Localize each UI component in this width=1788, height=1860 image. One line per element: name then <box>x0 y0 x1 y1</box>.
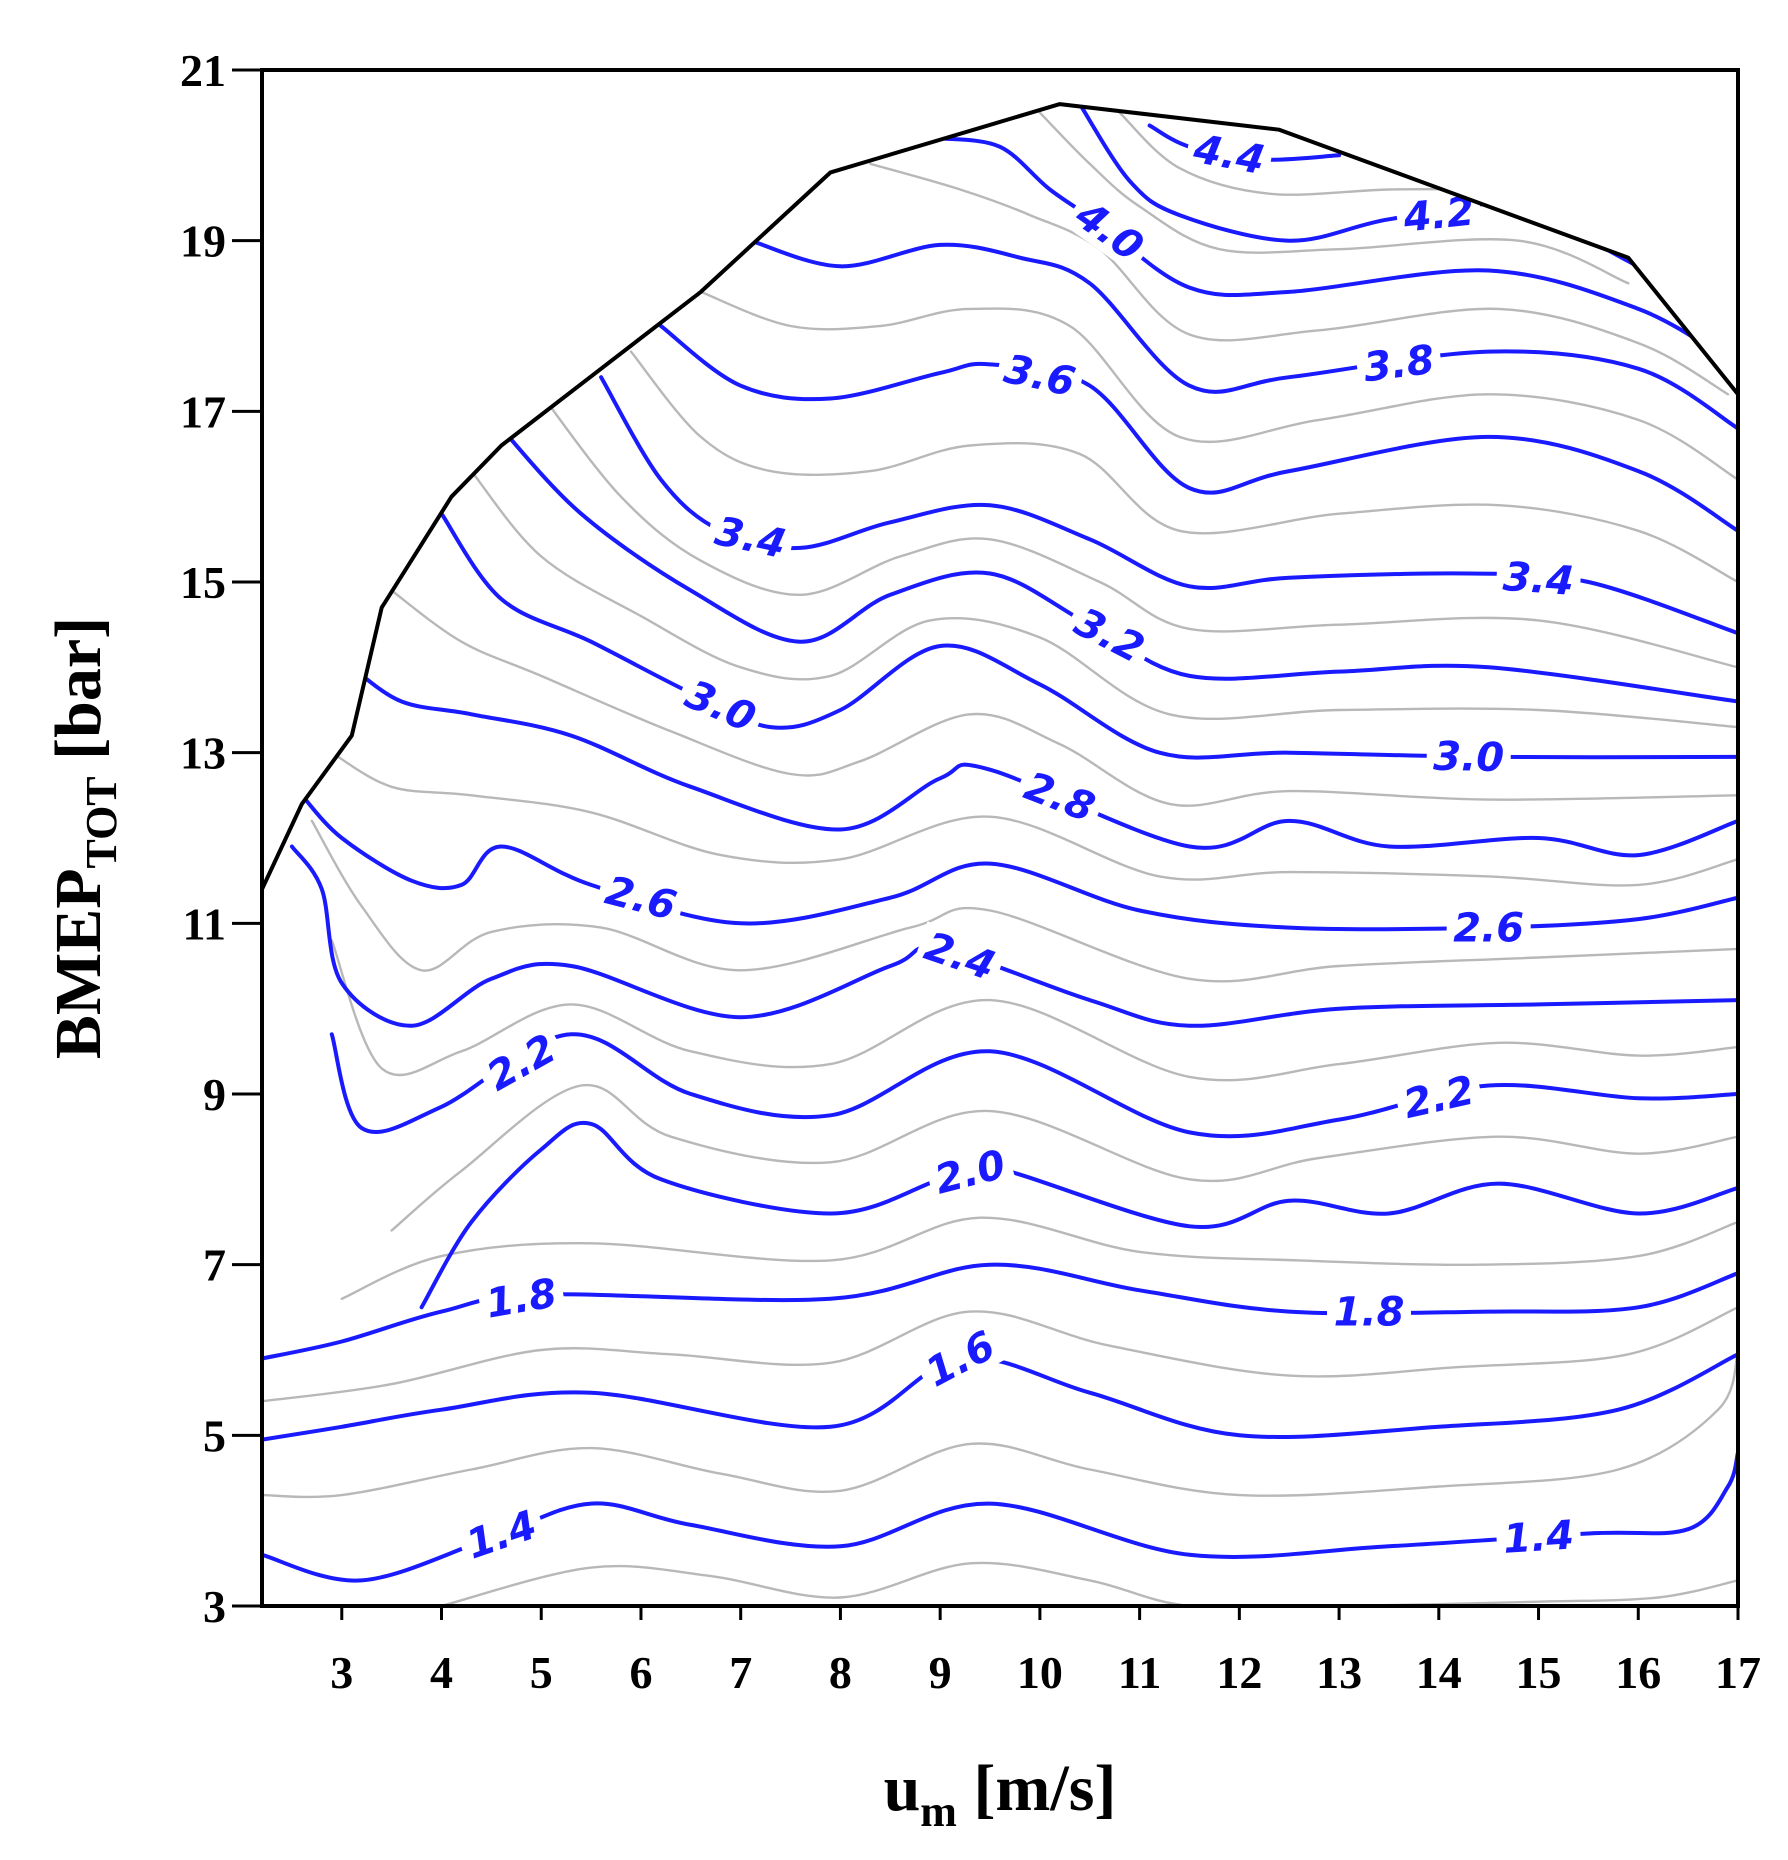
x-tick-label: 13 <box>1316 1647 1362 1698</box>
axis-ticks: 3 4 5 6 7 8 9 10 11 12 13 14 15 16 17 3 5 7 9 11 13 15 17 19 21 <box>180 45 1761 1698</box>
contour-label-gap <box>454 1499 549 1569</box>
x-tick-label: 9 <box>929 1647 952 1698</box>
plot-frame <box>260 68 1740 1608</box>
minor-contour-line <box>470 469 1738 729</box>
contour-label-gap <box>594 865 688 930</box>
y-tick-label: 3 <box>203 1581 226 1632</box>
y-tick-label: 13 <box>180 728 226 779</box>
contour-label-gap <box>1446 905 1531 950</box>
contour-line-2.8 <box>349 665 1738 858</box>
contour-line-3.6 <box>658 324 1738 533</box>
minor-contour-line <box>629 350 1738 584</box>
contour-label: 2.0 <box>930 1142 1010 1204</box>
minor-contour-line <box>310 819 1738 983</box>
contour-line-3.8 <box>748 238 1738 431</box>
contour-label-gap <box>673 668 769 743</box>
x-tick-label: 8 <box>829 1647 852 1698</box>
contour-label: 2.2 <box>1399 1067 1478 1128</box>
contour-label-gap <box>1062 188 1157 274</box>
minor-contour-line <box>330 939 1738 1082</box>
x-tick-label: 14 <box>1416 1647 1462 1698</box>
contour-label-gap <box>1426 733 1512 780</box>
x-tick-label: 3 <box>330 1647 353 1698</box>
contour-label-gap <box>473 1022 569 1102</box>
minor-contour-line <box>330 751 1738 887</box>
minor-contour-line <box>390 589 1738 807</box>
contour-label-gap <box>1184 124 1275 184</box>
y-tick-label: 19 <box>180 216 226 267</box>
y-tick-label: 15 <box>180 557 226 608</box>
contour-label-gap <box>1495 1512 1582 1562</box>
contour-label-gap <box>1012 760 1107 833</box>
contour-line-4.0 <box>938 136 1730 363</box>
contour-line-2.0 <box>419 1120 1738 1310</box>
minor-contour-line <box>699 290 1738 481</box>
x-tick-label: 6 <box>629 1647 652 1698</box>
boundary-line <box>260 102 1740 891</box>
x-tick-label: 10 <box>1017 1647 1063 1698</box>
contour-label-gap <box>476 1269 567 1327</box>
contour-label: 3.8 <box>1361 337 1437 392</box>
contour-label-gap <box>912 1319 1008 1398</box>
minor-contour-line <box>1118 111 1490 196</box>
y-tick-label: 21 <box>180 45 226 96</box>
contour-label-gap <box>1354 335 1444 391</box>
y-tick-label: 11 <box>183 898 226 949</box>
contour-label: 3.0 <box>1433 734 1505 781</box>
contour-label: 1.8 <box>1334 1290 1405 1336</box>
contour-label: 3.4 <box>711 508 790 568</box>
x-axis-title: um [m/s] <box>884 1752 1117 1836</box>
contour-line-2.4 <box>289 844 1738 1028</box>
minor-contour-line <box>390 1083 1738 1232</box>
contour-label: 2.6 <box>1453 906 1524 952</box>
x-tick-label: 4 <box>430 1647 453 1698</box>
contour-line-1.6 <box>262 1352 1738 1442</box>
y-tick-label: 7 <box>203 1240 226 1291</box>
contour-label-gap <box>1062 596 1158 674</box>
x-tick-label: 12 <box>1216 1647 1262 1698</box>
contour-label-gap <box>913 921 1007 991</box>
x-tick-label: 15 <box>1516 1647 1562 1698</box>
contour-label: 1.4 <box>461 1502 543 1568</box>
contour-label: 2.4 <box>919 923 1001 989</box>
contour-label-gap <box>994 344 1086 406</box>
contour-line-3.2 <box>499 426 1738 704</box>
contour-line-2.2 <box>329 1032 1738 1139</box>
minor-contour-line <box>540 393 1738 669</box>
y-tick-label: 9 <box>203 1069 226 1120</box>
minor-contour-line <box>1038 111 1630 285</box>
y-axis-title: BMEPTOT [bar] <box>42 617 126 1059</box>
contour-label: 1.4 <box>1502 1512 1576 1562</box>
contour-label: 4.4 <box>1189 126 1268 184</box>
contour-line-1.8 <box>262 1262 1738 1361</box>
contour-label-gap <box>704 506 797 568</box>
y-tick-label: 5 <box>203 1410 226 1461</box>
contour-label-gap <box>1394 187 1483 241</box>
minor-contour-lines <box>262 111 1738 1607</box>
contour-line-3.0 <box>439 511 1738 760</box>
contour-label: 1.8 <box>483 1270 561 1327</box>
contour-label-gap <box>1495 553 1583 604</box>
x-tick-label: 11 <box>1118 1647 1161 1698</box>
x-tick-label: 16 <box>1615 1647 1661 1698</box>
contour-label: 3.6 <box>1000 346 1079 406</box>
contour-label: 2.6 <box>601 868 681 930</box>
contour-line-4.2 <box>1077 104 1641 269</box>
y-tick-label: 17 <box>180 386 226 437</box>
x-tick-label: 7 <box>729 1647 752 1698</box>
minor-contour-line <box>262 1348 1738 1499</box>
minor-contour-line <box>440 1561 1738 1607</box>
minor-contour-line <box>262 1306 1738 1403</box>
contour-label-gap <box>923 1139 1017 1204</box>
x-tick-label: 17 <box>1715 1647 1761 1698</box>
contour-label: 3.4 <box>1501 554 1575 605</box>
operating-boundary <box>260 102 1740 891</box>
contour-label-gap <box>1392 1066 1485 1128</box>
minor-contour-line <box>340 1216 1738 1300</box>
x-tick-label: 5 <box>530 1647 553 1698</box>
contour-label-gap <box>1327 1289 1411 1334</box>
minor-contour-line <box>869 162 1730 396</box>
